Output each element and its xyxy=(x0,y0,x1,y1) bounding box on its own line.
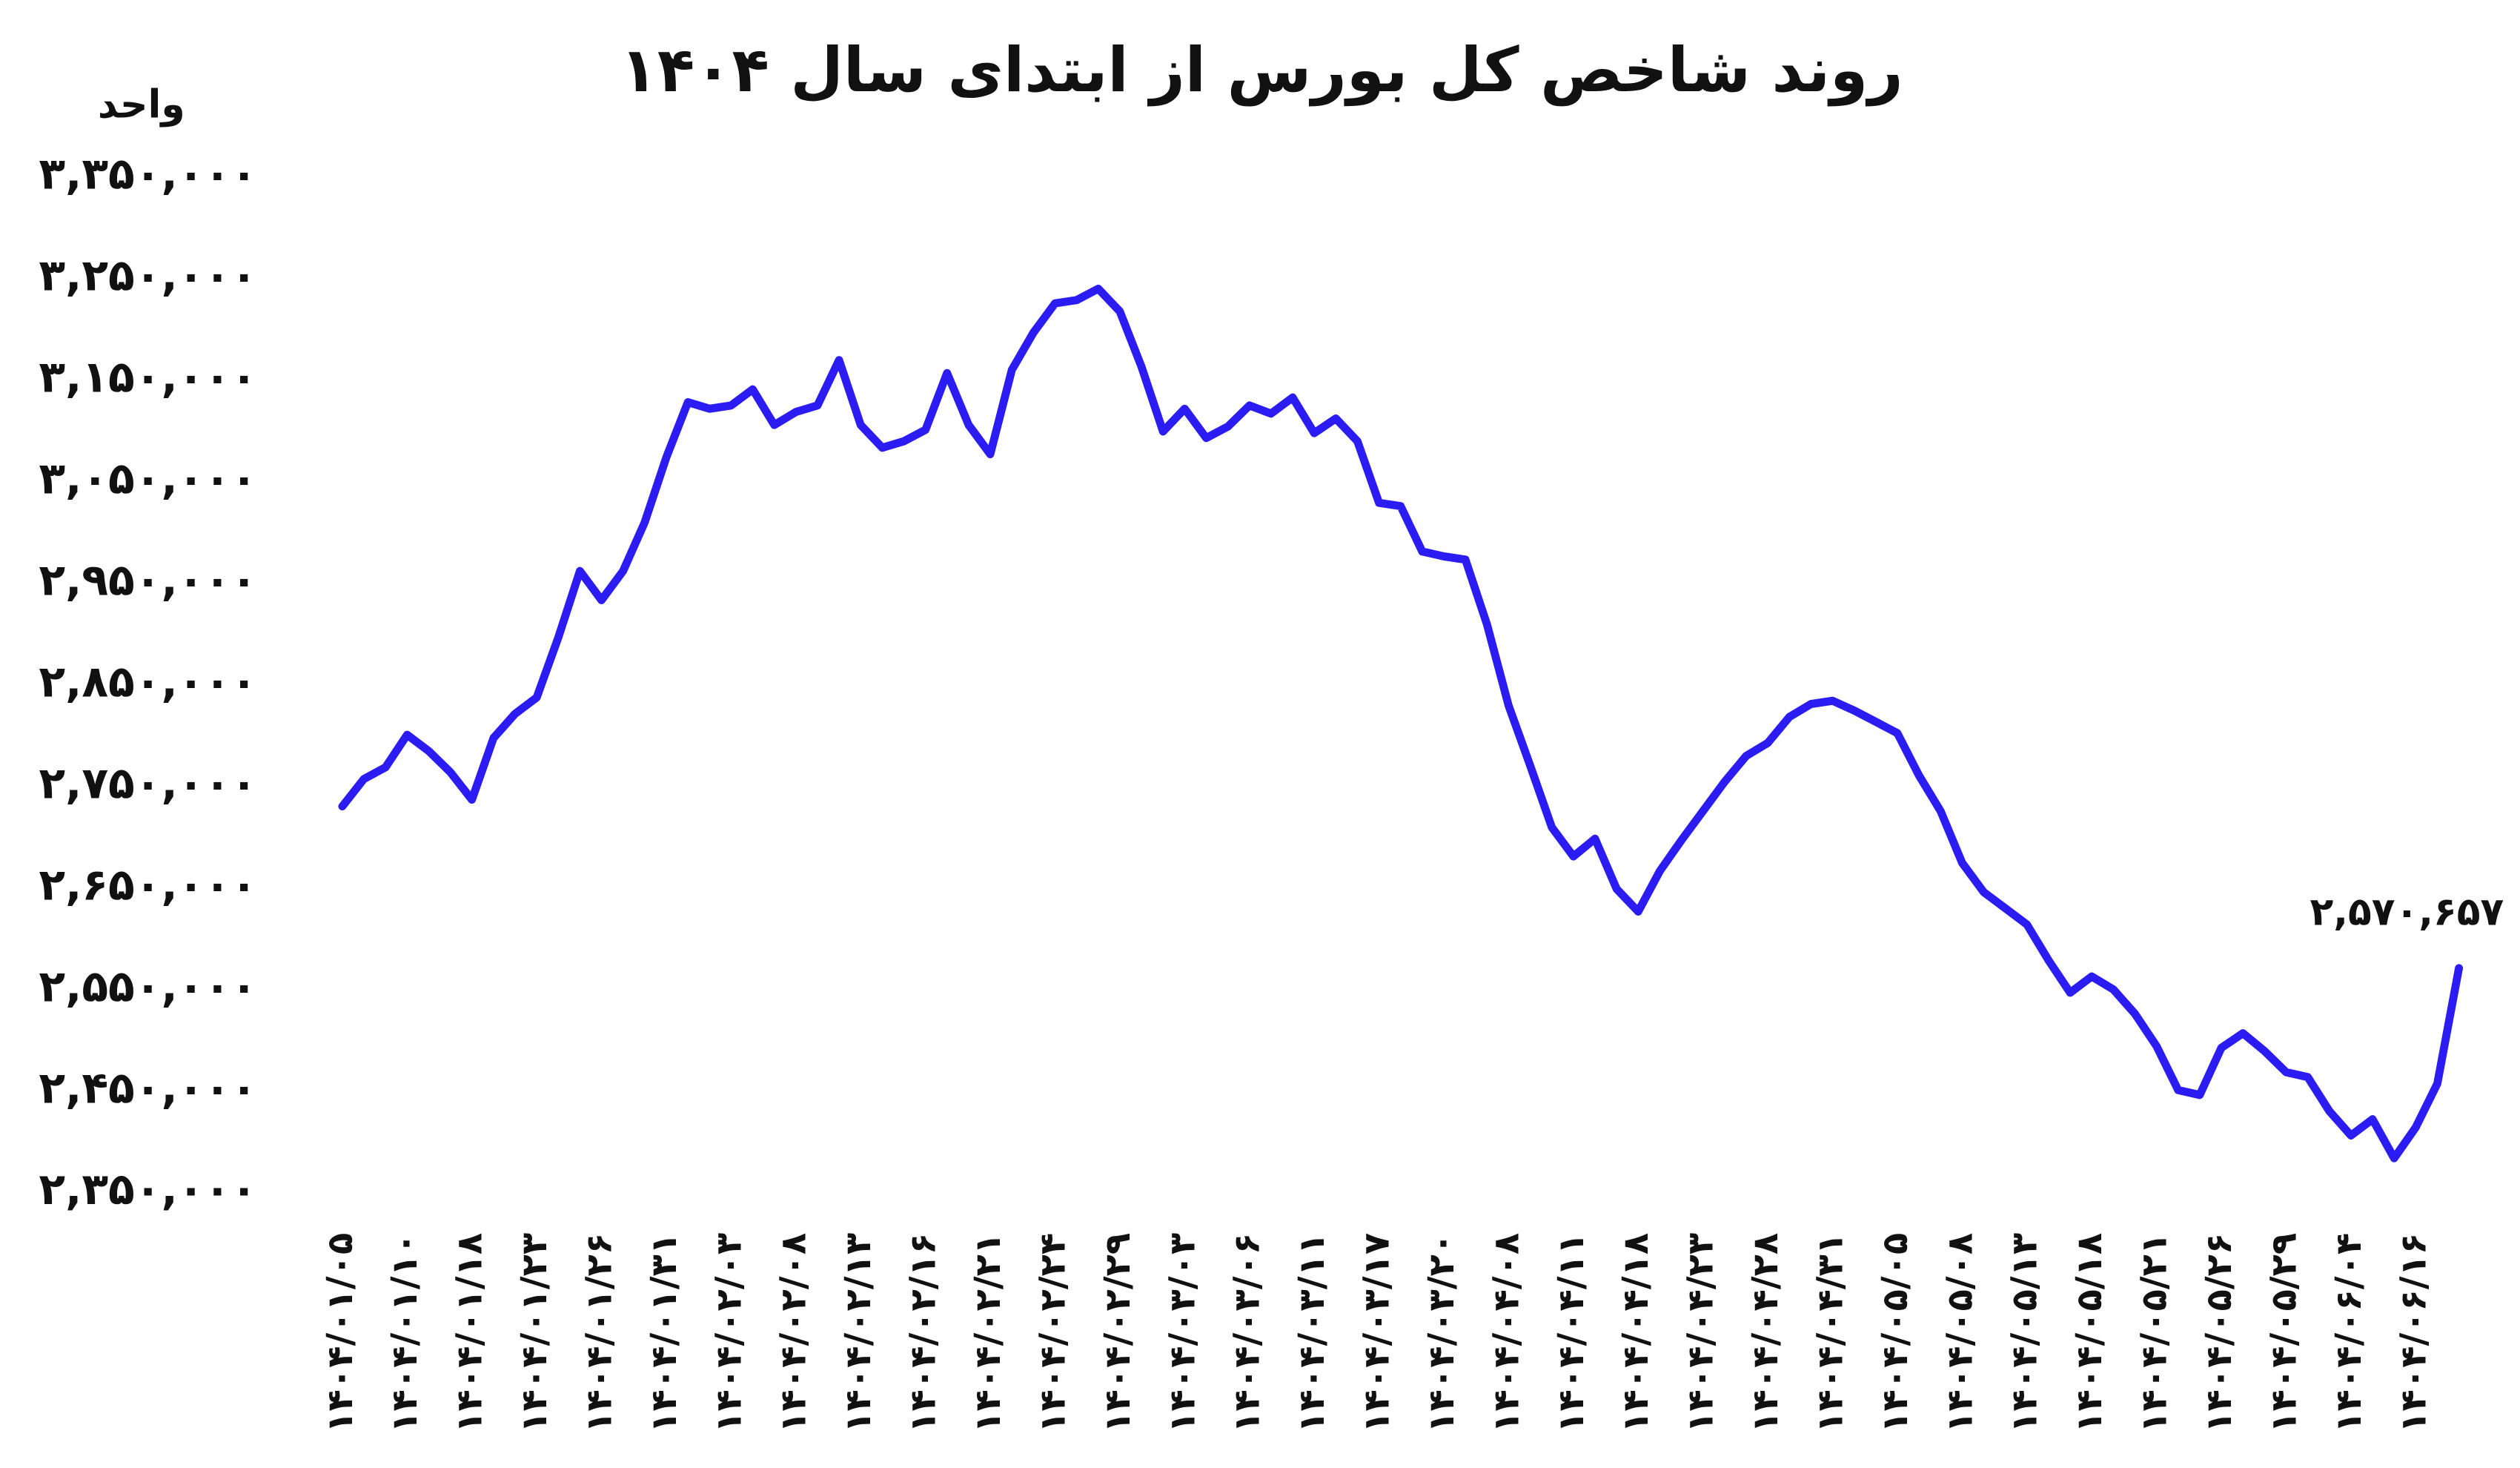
x-tick-label: ۱۴۰۴/۰۲/۲۴ xyxy=(1033,1233,1074,1433)
x-tick-label: ۱۴۰۴/۰۵/۰۵ xyxy=(1875,1233,1916,1433)
x-tick-label: ۱۴۰۴/۰۲/۰۸ xyxy=(774,1233,815,1433)
y-unit-label: واحد xyxy=(98,82,185,127)
x-tick-label: ۱۴۰۴/۰۵/۲۹ xyxy=(2264,1233,2305,1433)
x-tick-label: ۱۴۰۴/۰۲/۱۶ xyxy=(903,1233,944,1433)
x-tick-label: ۱۴۰۴/۰۱/۲۶ xyxy=(580,1233,620,1433)
y-tick-label: ۳,۰۵۰,۰۰۰ xyxy=(39,452,257,503)
x-tick-label: ۱۴۰۴/۰۴/۲۸ xyxy=(1745,1233,1786,1433)
y-tick-label: ۲,۵۵۰,۰۰۰ xyxy=(39,960,257,1011)
x-tick-label: ۱۴۰۴/۰۴/۲۳ xyxy=(1681,1233,1722,1433)
x-tick-label: ۱۴۰۴/۰۲/۱۳ xyxy=(838,1233,879,1433)
y-tick-label: ۳,۲۵۰,۰۰۰ xyxy=(39,249,257,300)
index-line xyxy=(338,284,2464,1163)
x-tick-label: ۱۴۰۴/۰۴/۱۸ xyxy=(1616,1233,1657,1433)
y-tick-label: ۲,۳۵۰,۰۰۰ xyxy=(39,1163,257,1214)
x-tick-label: ۱۴۰۴/۰۶/۱۶ xyxy=(2393,1233,2434,1433)
y-tick-label: ۲,۷۵۰,۰۰۰ xyxy=(39,757,257,808)
x-tick-label: ۱۴۰۴/۰۳/۱۷ xyxy=(1357,1233,1398,1433)
x-tick-label: ۱۴۰۴/۰۳/۱۱ xyxy=(1292,1233,1333,1433)
x-tick-label: ۱۴۰۴/۰۱/۱۸ xyxy=(450,1233,491,1433)
x-tick-label: ۱۴۰۴/۰۴/۳۱ xyxy=(1811,1233,1851,1433)
x-tick-label: ۱۴۰۴/۰۱/۰۵ xyxy=(320,1233,361,1433)
y-tick-label: ۲,۶۵۰,۰۰۰ xyxy=(39,859,257,910)
x-tick-label: ۱۴۰۴/۰۶/۰۴ xyxy=(2329,1233,2370,1433)
x-tick-label: ۱۴۰۴/۰۱/۳۱ xyxy=(644,1233,685,1433)
x-tick-label: ۱۴۰۴/۰۴/۰۸ xyxy=(1487,1233,1528,1433)
x-tick-label: ۱۴۰۴/۰۵/۱۳ xyxy=(2005,1233,2046,1433)
x-tick-label: ۱۴۰۴/۰۲/۲۹ xyxy=(1098,1233,1138,1433)
y-tick-label: ۲,۹۵۰,۰۰۰ xyxy=(39,554,257,605)
x-tick-label: ۱۴۰۴/۰۵/۲۱ xyxy=(2135,1233,2175,1433)
x-tick-label: ۱۴۰۴/۰۱/۱۰ xyxy=(385,1233,425,1433)
x-tick-label: ۱۴۰۴/۰۳/۰۶ xyxy=(1227,1233,1268,1433)
x-tick-label: ۱۴۰۴/۰۳/۲۰ xyxy=(1422,1233,1462,1433)
x-tick-label: ۱۴۰۴/۰۱/۲۳ xyxy=(514,1233,555,1433)
chart-title: روند شاخص کل بورس از ابتدای سال ۱۴۰۴ xyxy=(620,34,1903,107)
value-label: ۲,۵۷۰,۶۵۷ xyxy=(2310,890,2504,935)
y-tick-label: ۲,۴۵۰,۰۰۰ xyxy=(39,1062,257,1113)
y-tick-label: ۳,۳۵۰,۰۰۰ xyxy=(39,148,257,199)
y-tick-label: ۲,۸۵۰,۰۰۰ xyxy=(39,655,257,707)
x-tick-label: ۱۴۰۴/۰۳/۰۳ xyxy=(1162,1233,1203,1433)
y-tick-label: ۳,۱۵۰,۰۰۰ xyxy=(39,351,257,402)
x-tick-label: ۱۴۰۴/۰۵/۱۸ xyxy=(2069,1233,2110,1433)
x-tick-label: ۱۴۰۴/۰۲/۲۱ xyxy=(968,1233,1009,1433)
x-tick-label: ۱۴۰۴/۰۵/۰۸ xyxy=(1940,1233,1981,1433)
x-tick-label: ۱۴۰۴/۰۵/۲۶ xyxy=(2199,1233,2240,1433)
x-tick-label: ۱۴۰۴/۰۲/۰۳ xyxy=(709,1233,750,1433)
x-tick-label: ۱۴۰۴/۰۴/۱۱ xyxy=(1551,1233,1592,1433)
